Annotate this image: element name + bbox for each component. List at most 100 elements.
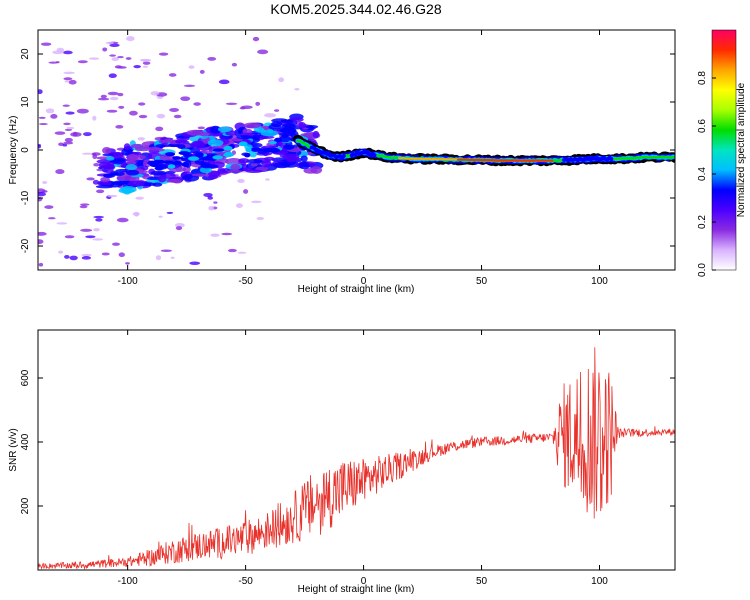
spectrogram-cell bbox=[81, 253, 92, 257]
spectrogram-cell bbox=[227, 248, 237, 253]
spectrogram-cell bbox=[62, 104, 70, 107]
spectrogram-cell bbox=[255, 101, 261, 106]
snr-panel: -100 -50 0 50 100 200 400 600 Height of straig… bbox=[8, 329, 676, 595]
snr-y-ticks: 200 400 600 bbox=[20, 369, 675, 514]
spectrogram-cell bbox=[303, 167, 318, 174]
snr-xtick-label: 0 bbox=[361, 576, 367, 587]
spectrogram-cell bbox=[223, 153, 234, 157]
spectrogram-cell bbox=[155, 126, 164, 132]
spectrogram-cell bbox=[238, 141, 248, 147]
spectrogram-cell bbox=[52, 50, 64, 55]
spectrogram-cell bbox=[103, 173, 116, 178]
spectrogram-xtick-label: -50 bbox=[238, 276, 253, 287]
spectrogram-cell bbox=[44, 205, 54, 209]
snr-x-ticks: -100 -50 0 50 100 bbox=[118, 330, 608, 587]
spectrogram-cell bbox=[157, 175, 167, 183]
spectrogram-cell bbox=[127, 180, 145, 187]
spectrogram-cell bbox=[197, 126, 205, 130]
spectrogram-cell bbox=[283, 144, 295, 150]
spectrogram-cell bbox=[40, 42, 52, 46]
spectrogram-cell bbox=[81, 256, 92, 260]
spectrogram-x-label: Height of straight line (km) bbox=[298, 284, 415, 295]
spectrogram-cell bbox=[107, 91, 119, 96]
spectrogram-cell bbox=[227, 169, 243, 173]
spectrogram-cell bbox=[300, 155, 308, 162]
spectrogram-cell bbox=[212, 148, 225, 152]
spectrogram-cell bbox=[290, 117, 304, 122]
spectrogram-cell bbox=[65, 111, 75, 115]
spectrogram-cell bbox=[294, 87, 300, 91]
spectrogram-cell bbox=[174, 222, 185, 228]
spectrogram-cell bbox=[126, 36, 135, 42]
spectrogram-cell bbox=[264, 113, 277, 118]
spectrogram-ytick-label: 20 bbox=[20, 48, 31, 60]
snr-ytick-label: 200 bbox=[20, 497, 31, 514]
colorbar-ticks: 0.0 0.2 0.4 0.6 0.8 bbox=[697, 71, 716, 277]
spectrogram-cell bbox=[109, 159, 125, 163]
spectrogram-cell bbox=[298, 122, 307, 129]
spectrogram-cell bbox=[77, 60, 88, 64]
spectrogram-ytick-label: 10 bbox=[20, 96, 31, 108]
spectrogram-cell bbox=[125, 262, 130, 265]
spectrogram-cell bbox=[38, 123, 48, 126]
spectrogram-cell bbox=[63, 71, 75, 75]
colorbar-gradient bbox=[712, 30, 736, 270]
spectrogram-cell bbox=[117, 56, 124, 59]
spectrogram-cell bbox=[86, 177, 95, 181]
spectrogram-cell bbox=[112, 152, 124, 159]
spectrogram-cell bbox=[100, 164, 115, 169]
spectrogram-cell bbox=[268, 147, 281, 153]
spectrogram-cell bbox=[138, 114, 148, 119]
spectrogram-ridge bbox=[293, 134, 675, 167]
spectrogram-cell bbox=[38, 262, 44, 267]
spectrogram-ridge-core bbox=[468, 158, 541, 162]
spectrogram-ytick-label: -20 bbox=[20, 238, 31, 253]
spectrogram-cell bbox=[251, 200, 262, 204]
colorbar-tick-label: 0.2 bbox=[697, 215, 708, 229]
spectrogram-cell bbox=[129, 110, 138, 116]
spectrogram-ridge-patch bbox=[562, 155, 614, 163]
spectrogram-ytick-label: -10 bbox=[20, 190, 31, 205]
spectrogram-cell bbox=[141, 165, 149, 171]
spectrogram-cell bbox=[93, 227, 100, 232]
spectrogram-cell bbox=[125, 169, 140, 176]
snr-ytick-label: 400 bbox=[20, 433, 31, 450]
spectrogram-cell bbox=[168, 73, 177, 77]
spectrogram-cell bbox=[118, 105, 125, 109]
spectrogram-cell bbox=[256, 217, 265, 220]
spectrogram-cell bbox=[80, 228, 93, 232]
snr-series-line bbox=[38, 347, 675, 570]
spectrogram-cell bbox=[66, 126, 75, 130]
snr-x-label: Height of straight line (km) bbox=[298, 584, 415, 595]
spectrogram-cell bbox=[212, 155, 224, 160]
spectrogram-cell bbox=[221, 232, 233, 236]
spectrogram-xtick-label: -100 bbox=[118, 276, 138, 287]
spectrogram-cell bbox=[171, 161, 182, 165]
spectrogram-cell bbox=[109, 43, 120, 48]
spectrogram-cell bbox=[64, 128, 73, 131]
spectrogram-cell bbox=[213, 201, 218, 204]
figure-title: KOM5.2025.344.02.46.G28 bbox=[270, 1, 441, 17]
spectrogram-cell bbox=[100, 176, 110, 183]
spectrogram-cell bbox=[193, 102, 201, 106]
spectrogram-cell bbox=[207, 56, 217, 61]
spectrogram-cell bbox=[207, 196, 214, 200]
spectrogram-cell bbox=[154, 166, 164, 171]
spectrogram-cell bbox=[172, 156, 181, 160]
spectrogram-cell bbox=[58, 250, 64, 254]
spectrogram-cell bbox=[126, 160, 137, 166]
spectrogram-cell bbox=[252, 36, 260, 42]
spectrogram-cell bbox=[132, 211, 140, 216]
spectrogram-cell bbox=[207, 139, 224, 147]
spectrogram-cell bbox=[79, 205, 88, 209]
snr-xtick-label: 50 bbox=[476, 576, 488, 587]
snr-ytick-label: 600 bbox=[20, 369, 31, 386]
spectrogram-cell bbox=[237, 178, 245, 184]
spectrogram-cell bbox=[64, 137, 73, 143]
spectrogram-cell bbox=[64, 254, 70, 259]
spectrogram-cell bbox=[116, 217, 129, 223]
spectrogram-cell bbox=[165, 152, 176, 157]
spectrogram-cell bbox=[300, 133, 315, 137]
spectrogram-cell bbox=[92, 238, 104, 241]
spectrogram-cell bbox=[38, 89, 43, 95]
